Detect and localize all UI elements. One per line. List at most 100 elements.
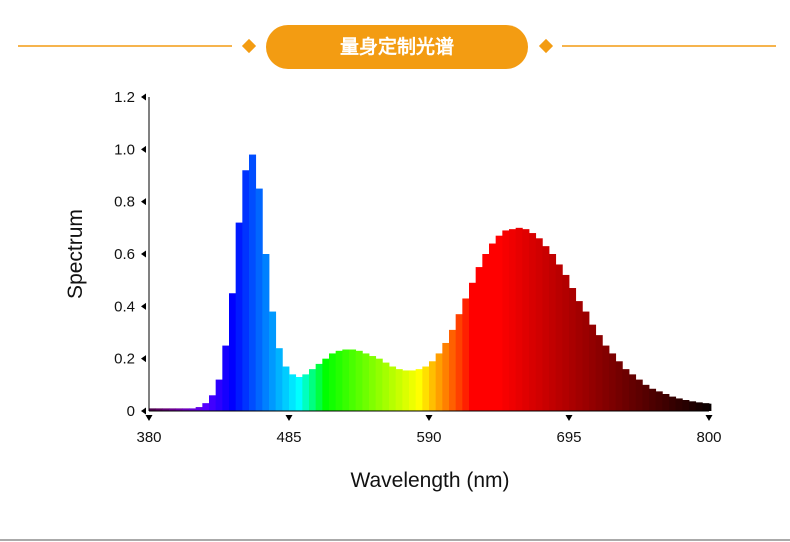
x-tick	[565, 415, 573, 421]
spectrum-bar	[495, 235, 503, 411]
y-tick-label: 1.0	[114, 141, 135, 158]
spectrum-bar	[535, 238, 543, 411]
x-tick	[425, 415, 433, 421]
spectrum-bar	[522, 229, 530, 411]
y-tick-label: 0	[127, 403, 135, 420]
spectrum-bar	[542, 246, 550, 411]
spectrum-bar	[682, 400, 690, 411]
spectrum-bar	[302, 374, 310, 411]
spectrum-bar	[695, 402, 703, 411]
plot-area: 0 0.2 0.4 0.6 0.8 1.0 1.2 380 485 590 695 800	[114, 89, 721, 446]
spectrum-bar	[629, 374, 637, 411]
x-tick-label: 485	[276, 429, 301, 446]
spectrum-bar	[175, 408, 183, 411]
spectrum-bar	[282, 366, 290, 411]
spectrum-bar	[382, 362, 390, 411]
y-tick-label: 1.2	[114, 89, 135, 106]
spectrum-bar	[475, 267, 483, 411]
y-tick-label: 0.2	[114, 351, 135, 368]
spectrum-bar	[402, 370, 410, 411]
spectrum-bar	[442, 342, 450, 411]
x-axis-label: Wavelength (nm)	[350, 469, 509, 492]
diamond	[538, 38, 554, 54]
spectrum-bar	[315, 363, 323, 411]
spectrum-bar	[482, 254, 490, 411]
spectrum-bar	[649, 388, 657, 411]
y-tick-label: 0.6	[114, 246, 135, 263]
spectrum-bar	[309, 369, 317, 411]
spectrum-bar	[262, 254, 270, 411]
spectrum-bar	[375, 358, 383, 411]
x-tick	[705, 415, 713, 421]
spectrum-bar	[415, 369, 423, 411]
spectrum-bar	[582, 311, 590, 411]
spectrum-bar	[455, 314, 463, 411]
spectrum-bar	[215, 379, 223, 411]
spectrum-bar	[289, 374, 297, 411]
spectrum-bar	[209, 395, 217, 411]
y-tick	[141, 93, 146, 101]
spectrum-bar	[562, 274, 570, 411]
spectrum-bar	[275, 348, 283, 411]
spectrum-bar	[655, 391, 663, 411]
banner-title: 量身定制光谱	[340, 35, 454, 58]
spectrum-bar	[509, 229, 517, 411]
y-tick	[141, 302, 146, 310]
spectrum-bar	[549, 254, 557, 411]
spectrum-bar	[182, 408, 190, 411]
spectrum-bar	[709, 403, 712, 411]
spectrum-bar	[355, 350, 363, 411]
spectrum-bar	[642, 384, 650, 411]
spectrum-bar	[689, 401, 697, 411]
spectrum-bar	[169, 408, 177, 411]
spectrum-bar	[515, 227, 523, 411]
y-axis-label: Spectrum	[64, 209, 87, 299]
spectrum-bar	[615, 361, 623, 411]
spectrum-bar	[595, 335, 603, 411]
spectrum-bar	[295, 376, 303, 411]
spectrum-bar	[229, 293, 237, 411]
x-tick	[145, 415, 153, 421]
spectrum-bar	[235, 222, 243, 411]
spectrum-bar	[662, 393, 670, 411]
spectrum-bar	[489, 243, 497, 411]
spectrum-bar	[622, 369, 630, 411]
spectrum-bar	[269, 311, 277, 411]
x-tick-label: 590	[416, 429, 441, 446]
spectrum-bar	[569, 288, 577, 411]
spectrum-bar	[702, 403, 710, 411]
title-pill	[266, 25, 528, 69]
spectrum-bar	[222, 345, 230, 411]
y-tick	[141, 198, 146, 206]
spectrum-bar	[342, 349, 350, 411]
spectrum-bar	[449, 329, 457, 411]
spectrum-bar	[409, 370, 417, 411]
diamond	[241, 38, 257, 54]
spectrum-bar	[162, 408, 170, 411]
spectrum-bar	[202, 403, 210, 411]
spectrum-bar	[635, 379, 643, 411]
spectrum-bar	[529, 233, 537, 411]
spectrum-bar	[589, 324, 597, 411]
spectrum-bar	[602, 345, 610, 411]
y-tick-label: 0.4	[114, 298, 135, 315]
x-tick-label: 800	[696, 429, 721, 446]
y-tick	[141, 355, 146, 363]
spectrum-bar	[422, 366, 430, 411]
spectrum-bar	[469, 282, 477, 411]
y-tick	[141, 145, 146, 153]
spectrum-bar	[395, 369, 403, 411]
y-tick-label: 0.8	[114, 194, 135, 211]
spectrum-bar	[555, 264, 563, 411]
spectrum-bar	[189, 408, 197, 411]
spectrum-bar	[502, 230, 510, 411]
spectrum-bar	[362, 353, 370, 411]
spectrum-bar	[255, 188, 263, 411]
y-tick	[141, 250, 146, 258]
spectrum-bar	[329, 353, 337, 411]
spectrum-bar	[675, 398, 683, 411]
spectrum-bar	[249, 154, 257, 412]
spectrum-bar	[149, 408, 157, 411]
spectrum-bar	[155, 408, 163, 411]
